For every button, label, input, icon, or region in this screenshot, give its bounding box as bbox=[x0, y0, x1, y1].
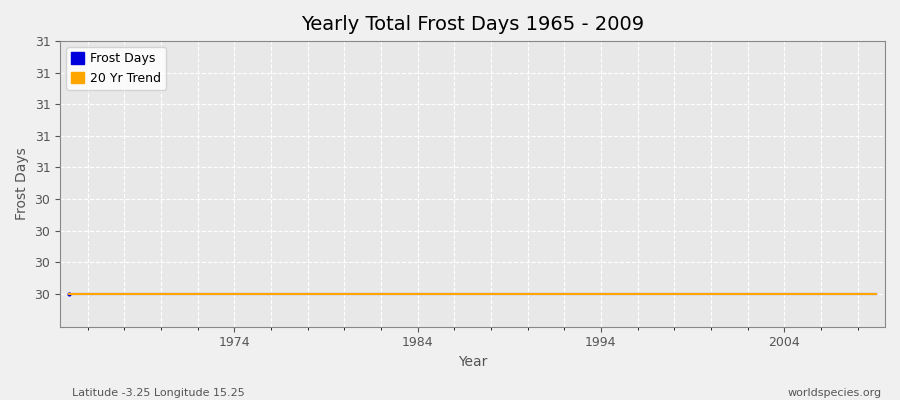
Frost Days bbox=[467, 291, 478, 296]
Frost Days bbox=[760, 291, 771, 296]
20 Yr Trend bbox=[815, 291, 826, 296]
Frost Days bbox=[375, 291, 386, 296]
20 Yr Trend bbox=[706, 291, 716, 296]
20 Yr Trend bbox=[504, 291, 515, 296]
Frost Days bbox=[485, 291, 496, 296]
20 Yr Trend bbox=[357, 291, 368, 296]
Frost Days bbox=[815, 291, 826, 296]
20 Yr Trend bbox=[193, 291, 203, 296]
20 Yr Trend bbox=[266, 291, 276, 296]
Frost Days bbox=[833, 291, 844, 296]
20 Yr Trend bbox=[137, 291, 148, 296]
20 Yr Trend bbox=[797, 291, 808, 296]
20 Yr Trend bbox=[412, 291, 423, 296]
Frost Days bbox=[742, 291, 753, 296]
Legend: Frost Days, 20 Yr Trend: Frost Days, 20 Yr Trend bbox=[67, 47, 166, 90]
20 Yr Trend bbox=[82, 291, 93, 296]
20 Yr Trend bbox=[596, 291, 607, 296]
20 Yr Trend bbox=[302, 291, 313, 296]
Frost Days bbox=[596, 291, 607, 296]
20 Yr Trend bbox=[394, 291, 405, 296]
Frost Days bbox=[449, 291, 460, 296]
Frost Days bbox=[706, 291, 716, 296]
20 Yr Trend bbox=[760, 291, 771, 296]
Frost Days bbox=[229, 291, 239, 296]
Frost Days bbox=[522, 291, 533, 296]
Frost Days bbox=[64, 291, 75, 296]
Frost Days bbox=[266, 291, 276, 296]
Frost Days bbox=[211, 291, 221, 296]
Frost Days bbox=[504, 291, 515, 296]
Frost Days bbox=[394, 291, 405, 296]
20 Yr Trend bbox=[156, 291, 166, 296]
Frost Days bbox=[797, 291, 808, 296]
Frost Days bbox=[339, 291, 350, 296]
Text: Latitude -3.25 Longitude 15.25: Latitude -3.25 Longitude 15.25 bbox=[72, 388, 245, 398]
Frost Days bbox=[357, 291, 368, 296]
Frost Days bbox=[724, 291, 734, 296]
Frost Days bbox=[577, 291, 588, 296]
20 Yr Trend bbox=[339, 291, 350, 296]
Frost Days bbox=[284, 291, 294, 296]
20 Yr Trend bbox=[449, 291, 460, 296]
20 Yr Trend bbox=[485, 291, 496, 296]
Frost Days bbox=[174, 291, 184, 296]
20 Yr Trend bbox=[614, 291, 625, 296]
20 Yr Trend bbox=[577, 291, 588, 296]
20 Yr Trend bbox=[742, 291, 753, 296]
Frost Days bbox=[320, 291, 331, 296]
X-axis label: Year: Year bbox=[458, 355, 487, 369]
Frost Days bbox=[687, 291, 698, 296]
20 Yr Trend bbox=[541, 291, 552, 296]
Frost Days bbox=[248, 291, 258, 296]
20 Yr Trend bbox=[559, 291, 570, 296]
20 Yr Trend bbox=[174, 291, 184, 296]
20 Yr Trend bbox=[64, 291, 75, 296]
20 Yr Trend bbox=[632, 291, 643, 296]
20 Yr Trend bbox=[724, 291, 734, 296]
Frost Days bbox=[119, 291, 130, 296]
20 Yr Trend bbox=[833, 291, 844, 296]
Frost Days bbox=[651, 291, 661, 296]
Frost Days bbox=[430, 291, 441, 296]
Frost Days bbox=[541, 291, 552, 296]
20 Yr Trend bbox=[870, 291, 881, 296]
Frost Days bbox=[614, 291, 625, 296]
20 Yr Trend bbox=[467, 291, 478, 296]
Frost Days bbox=[101, 291, 112, 296]
Y-axis label: Frost Days: Frost Days bbox=[15, 148, 29, 220]
20 Yr Trend bbox=[211, 291, 221, 296]
Frost Days bbox=[137, 291, 148, 296]
20 Yr Trend bbox=[284, 291, 294, 296]
20 Yr Trend bbox=[430, 291, 441, 296]
Frost Days bbox=[870, 291, 881, 296]
Title: Yearly Total Frost Days 1965 - 2009: Yearly Total Frost Days 1965 - 2009 bbox=[301, 15, 644, 34]
20 Yr Trend bbox=[651, 291, 661, 296]
Frost Days bbox=[82, 291, 93, 296]
Frost Days bbox=[632, 291, 643, 296]
Frost Days bbox=[156, 291, 166, 296]
20 Yr Trend bbox=[101, 291, 112, 296]
20 Yr Trend bbox=[248, 291, 258, 296]
Frost Days bbox=[669, 291, 680, 296]
Frost Days bbox=[778, 291, 789, 296]
Line: Frost Days: Frost Days bbox=[68, 292, 878, 295]
Frost Days bbox=[412, 291, 423, 296]
20 Yr Trend bbox=[778, 291, 789, 296]
20 Yr Trend bbox=[687, 291, 698, 296]
20 Yr Trend bbox=[320, 291, 331, 296]
Frost Days bbox=[852, 291, 863, 296]
Text: worldspecies.org: worldspecies.org bbox=[788, 388, 882, 398]
20 Yr Trend bbox=[375, 291, 386, 296]
20 Yr Trend bbox=[522, 291, 533, 296]
Frost Days bbox=[193, 291, 203, 296]
Frost Days bbox=[302, 291, 313, 296]
Frost Days bbox=[559, 291, 570, 296]
20 Yr Trend bbox=[669, 291, 680, 296]
20 Yr Trend bbox=[229, 291, 239, 296]
20 Yr Trend bbox=[852, 291, 863, 296]
20 Yr Trend bbox=[119, 291, 130, 296]
